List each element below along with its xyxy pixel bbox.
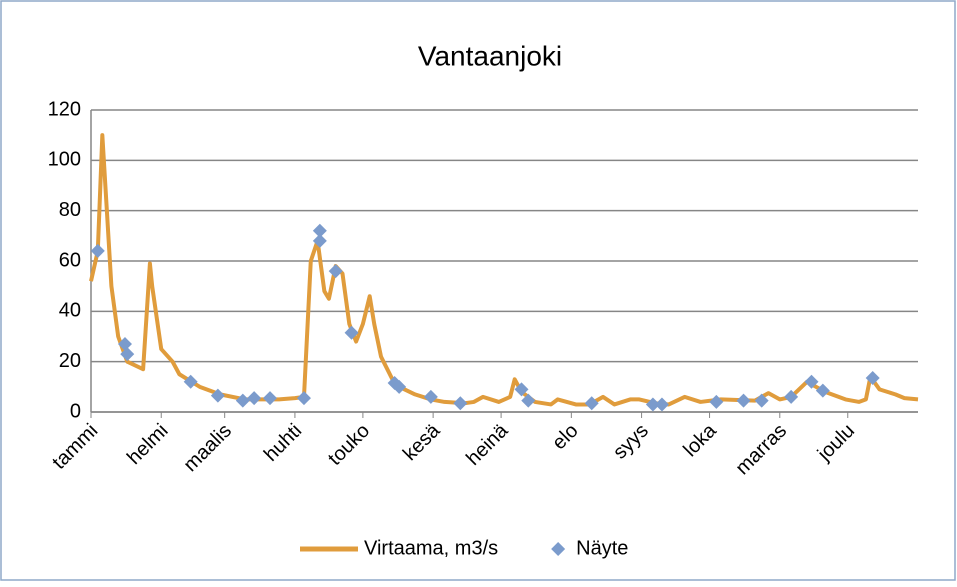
y-tick-label: 60 (59, 249, 81, 271)
sample-point (815, 383, 830, 398)
sample-point (296, 391, 311, 406)
sample-point (312, 233, 327, 248)
sample-point (210, 388, 225, 403)
sample-point (645, 397, 660, 412)
sample-point (521, 393, 536, 408)
chart-title: Vantaanjoki (418, 40, 562, 71)
sample-point (423, 389, 438, 404)
sample-point (328, 264, 343, 279)
sample-point (754, 393, 769, 408)
sample-point (804, 374, 819, 389)
y-tick-label: 40 (59, 300, 81, 322)
sample-point (120, 347, 135, 362)
sample-point (736, 393, 751, 408)
legend-label: Näyte (576, 537, 628, 559)
sample-point (865, 371, 880, 386)
sample-point (453, 396, 468, 411)
sample-point (514, 382, 529, 397)
sample-point (183, 374, 198, 389)
sample-point (262, 391, 277, 406)
flow-line (89, 133, 919, 407)
sample-point (392, 379, 407, 394)
y-tick-label: 0 (70, 400, 81, 422)
sample-point (235, 393, 250, 408)
sample-point (117, 337, 132, 352)
sample-point (584, 396, 599, 411)
sample-point (654, 397, 669, 412)
sample-point (90, 243, 105, 258)
sample-point (312, 223, 327, 238)
sample-point (784, 389, 799, 404)
sample-point (709, 394, 724, 409)
legend-label: Virtaama, m3/s (364, 537, 498, 559)
sample-point (344, 325, 359, 340)
sample-point (247, 391, 262, 406)
legend-marker (551, 542, 566, 556)
y-tick-label: 100 (48, 149, 81, 171)
y-tick-label: 120 (48, 98, 81, 120)
y-tick-label: 20 (59, 350, 81, 372)
y-tick-label: 80 (59, 199, 81, 221)
